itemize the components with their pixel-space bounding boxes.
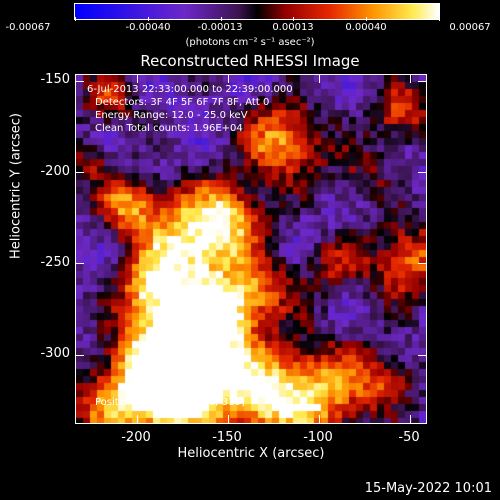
x-tick-label: -50 — [398, 430, 420, 445]
colorbar — [74, 3, 440, 20]
y-tickmark — [76, 263, 84, 264]
colorbar-tick-label: 0.00013 — [272, 22, 314, 33]
colorbar-tickmark — [293, 17, 294, 21]
x-tick-label: -200 — [121, 430, 151, 445]
y-tickmark — [76, 81, 84, 82]
colorbar-tick-label: 0.00040 — [345, 22, 387, 33]
colorbar-tick-label: -0.00013 — [197, 22, 243, 33]
y-axis-label: Heliocentric Y (arcsec) — [8, 113, 24, 259]
x-tickmark-top — [137, 75, 138, 83]
x-tickmark-top — [410, 75, 411, 83]
time-range-label: 6-Jul-2013 22:33:00.000 to 22:39:00.000 — [87, 84, 293, 95]
y-tickmark-right — [418, 81, 426, 82]
x-tickmark — [319, 415, 320, 423]
footer-date: 15-May-2022 10:01 — [364, 481, 492, 496]
rhessi-image-map — [76, 75, 426, 423]
clean-counts-label: Clean Total counts: 1.96E+04 — [95, 123, 243, 134]
image-plot: 6-Jul-2013 22:33:00.000 to 22:39:00.000 … — [75, 74, 427, 424]
colorbar-tick-label: -0.00040 — [125, 22, 171, 33]
x-tickmark-top — [228, 75, 229, 83]
colorbar-tickmark — [439, 17, 440, 21]
colorbar-tickmark — [366, 17, 367, 21]
x-tickmark — [228, 415, 229, 423]
y-tickmark — [76, 172, 84, 173]
peak-position-label: Position of Peak = [-176,-310] — [95, 397, 245, 408]
y-tickmark — [76, 355, 84, 356]
colorbar-tick-label: -0.00067 — [5, 22, 51, 33]
energy-range-label: Energy Range: 12.0 - 25.0 keV — [95, 110, 248, 121]
detectors-label: Detectors: 3F 4F 5F 6F 7F 8F, Att 0 — [95, 97, 270, 108]
x-tickmark-top — [319, 75, 320, 83]
y-tickmark-right — [418, 263, 426, 264]
y-tickmark-right — [418, 172, 426, 173]
y-tick-label: -300 — [40, 346, 70, 361]
colorbar-tick-label: 0.00067 — [449, 22, 491, 33]
x-tickmark — [137, 415, 138, 423]
colorbar-tickmark — [75, 17, 76, 21]
colorbar-tickmark — [148, 17, 149, 21]
colorbar-units: (photons cm⁻² s⁻¹ asec⁻²) — [185, 37, 315, 48]
x-tick-label: -150 — [212, 430, 242, 445]
y-tick-label: -250 — [40, 255, 70, 270]
colorbar-tickmark — [221, 17, 222, 21]
x-axis-label: Heliocentric X (arcsec) — [177, 446, 325, 461]
y-tick-label: -150 — [40, 72, 70, 87]
plot-title: Reconstructed RHESSI Image — [140, 52, 360, 70]
y-tickmark-right — [418, 355, 426, 356]
y-tick-label: -200 — [40, 164, 70, 179]
x-tick-label: -100 — [303, 430, 333, 445]
x-tickmark — [410, 415, 411, 423]
